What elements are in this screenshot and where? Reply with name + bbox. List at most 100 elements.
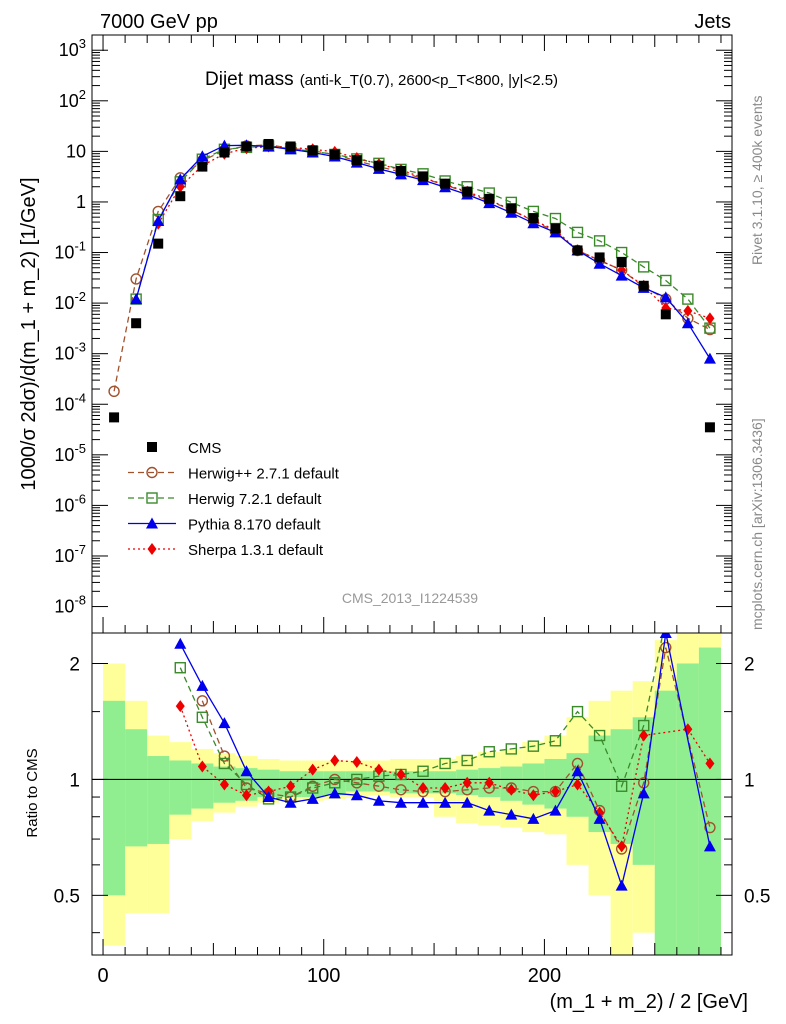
- ratio-point-herwig-7-2-1-default: [174, 662, 186, 674]
- main-y-tick-label: 10-5: [54, 441, 86, 465]
- ratio-point-pythia-8-170-default: [284, 796, 297, 808]
- main-point-cms: [373, 160, 384, 171]
- ratio-point-herwig-7-2-1-default: [417, 765, 429, 777]
- band-stat-uncertainty: [169, 760, 192, 815]
- main-panel: 10-8 10-7 10-6 10-5 10-4 10-3 10-2 10-1 1 10 102 10…: [18, 34, 733, 634]
- ratio-point-sherpa-1-3-1-default: [175, 700, 185, 713]
- ratio-point-pythia-8-170-default: [196, 679, 209, 691]
- ratio-point-herwig-2-7-1-default: [395, 784, 407, 796]
- mcplots-label: mcplots.cern.ch [arXiv:1306.3436]: [749, 418, 765, 630]
- main-point-cms: [704, 422, 715, 433]
- ratio-y-tick-label: 2: [69, 654, 80, 675]
- ratio-axes: 0.5 0.5 1 1 2 2: [54, 654, 770, 934]
- ratio-y-tick-label: 1: [69, 770, 80, 791]
- ratio-point-sherpa-1-3-1-default: [330, 754, 340, 767]
- legend-marker-herwig-7-2-1-default: [146, 492, 158, 504]
- main-point-herwig-7-2-1-default: [638, 261, 650, 273]
- main-y-tick-label: 10-1: [54, 239, 86, 263]
- main-point-cms: [484, 193, 495, 204]
- main-y-tick-label: 10-8: [54, 593, 86, 617]
- ratio-point-sherpa-1-3-1-default: [440, 781, 450, 794]
- main-point-herwig-7-2-1-default: [571, 226, 584, 239]
- plot-title: Dijet mass (anti-k_T(0.7), 2600<p_T<800, …: [205, 69, 558, 90]
- ratio-point-herwig-7-2-1-default: [505, 743, 518, 755]
- ratio-point-sherpa-1-3-1-default: [308, 763, 318, 776]
- main-y-tick-label: 102: [59, 87, 86, 111]
- main-y-tick-label: 10-2: [54, 289, 86, 313]
- ratio-point-herwig-7-2-1-default: [549, 735, 562, 747]
- main-point-cms: [351, 155, 362, 166]
- ratio-point-pythia-8-170-default: [637, 787, 650, 799]
- legend-marker-sherpa-1-3-1-default: [147, 543, 157, 555]
- plot-title-main: Dijet mass: [205, 69, 294, 90]
- band-stat-uncertainty: [544, 758, 567, 809]
- ratio-y-tick-label-right: 1: [744, 770, 755, 791]
- legend-label-herwig-7-2-1-default: Herwig 7.2.1 default: [188, 491, 322, 508]
- main-point-cms: [594, 252, 605, 263]
- x-axis: 0 100 200: [97, 35, 722, 987]
- ratio-point-herwig-2-7-1-default: [196, 695, 209, 707]
- main-point-cms: [285, 141, 296, 152]
- ratio-point-sherpa-1-3-1-default: [396, 768, 406, 781]
- main-y-tick-label: 1: [76, 192, 86, 212]
- main-y-tick-label: 10: [66, 141, 86, 161]
- main-point-pythia-8-170-default: [174, 173, 187, 185]
- main-y-tick-label: 10-7: [54, 542, 86, 566]
- main-y-tick-label: 10-4: [54, 390, 86, 414]
- ratio-point-sherpa-1-3-1-default: [374, 763, 384, 776]
- ratio-point-pythia-8-170-default: [505, 808, 518, 820]
- ratio-bands: [103, 633, 721, 955]
- ratio-point-pythia-8-170-default: [350, 789, 363, 801]
- ratio-point-herwig-7-2-1-default: [461, 754, 473, 767]
- ratio-point-herwig-7-2-1-default: [571, 705, 584, 718]
- ratio-panel: 0.5 0.5 1 1 2 2 Ratio to CMS: [24, 632, 770, 956]
- main-point-herwig-7-2-1-default: [615, 246, 628, 259]
- main-series-layer: [108, 138, 716, 433]
- ratio-point-sherpa-1-3-1-default: [241, 789, 251, 802]
- ratio-point-pythia-8-170-default: [483, 804, 496, 816]
- band-stat-uncertainty: [191, 763, 214, 809]
- main-point-cms: [131, 318, 142, 329]
- ratio-line-pythia-8-170-default: [179, 633, 711, 888]
- ratio-y-axis-label: Ratio to CMS: [24, 748, 41, 837]
- main-point-pythia-8-170-default: [615, 269, 628, 281]
- main-point-herwig-2-7-1-default: [108, 385, 120, 398]
- main-point-cms: [528, 213, 539, 224]
- ratio-point-pythia-8-170-default: [262, 791, 275, 803]
- x-tick-label: 200: [528, 965, 561, 987]
- ratio-point-pythia-8-170-default: [703, 840, 716, 852]
- ratio-point-pythia-8-170-default: [659, 633, 672, 638]
- ratio-point-pythia-8-170-default: [240, 765, 253, 777]
- legend: CMS Herwig++ 2.7.1 default Herwig 7.2.1 de…: [128, 440, 340, 559]
- main-point-cms: [660, 309, 671, 320]
- y-axis-label: 1000/σ 2dσ)/d(m_1 + m_2) [1/GeV]: [18, 177, 40, 490]
- ratio-point-sherpa-1-3-1-default: [506, 783, 516, 796]
- legend-marker-herwig-2-7-1-default: [146, 466, 158, 479]
- ratio-point-sherpa-1-3-1-default: [418, 781, 428, 794]
- rivet-label: Rivet 3.1.10, ≥ 400k events: [749, 95, 765, 265]
- main-point-cms: [395, 165, 406, 176]
- main-y-tick-label: 10-6: [54, 491, 86, 515]
- ratio-point-pythia-8-170-default: [549, 804, 562, 816]
- main-point-cms: [418, 171, 429, 182]
- main-point-herwig-7-2-1-default: [682, 293, 694, 305]
- header-right: Jets: [694, 11, 731, 33]
- main-point-cms: [175, 191, 186, 202]
- band-stat-uncertainty: [125, 729, 148, 847]
- ratio-point-herwig-7-2-1-default: [615, 780, 628, 792]
- main-point-cms: [263, 138, 274, 149]
- main-point-cms: [572, 245, 583, 256]
- legend-label-cms: CMS: [188, 440, 221, 457]
- header-left: 7000 GeV pp: [100, 11, 218, 33]
- main-point-pythia-8-170-default: [593, 257, 606, 269]
- ratio-point-pythia-8-170-default: [593, 812, 606, 824]
- ratio-point-pythia-8-170-default: [615, 879, 628, 891]
- band-stat-uncertainty: [654, 690, 677, 955]
- main-point-pythia-8-170-default: [152, 215, 165, 227]
- main-point-cms: [638, 280, 649, 291]
- main-point-pythia-8-170-default: [681, 317, 694, 329]
- x-tick-label: 0: [97, 965, 108, 987]
- ratio-point-sherpa-1-3-1-default: [617, 840, 627, 853]
- legend-label-sherpa-1-3-1-default: Sherpa 1.3.1 default: [188, 542, 324, 559]
- ratio-point-pythia-8-170-default: [417, 796, 430, 808]
